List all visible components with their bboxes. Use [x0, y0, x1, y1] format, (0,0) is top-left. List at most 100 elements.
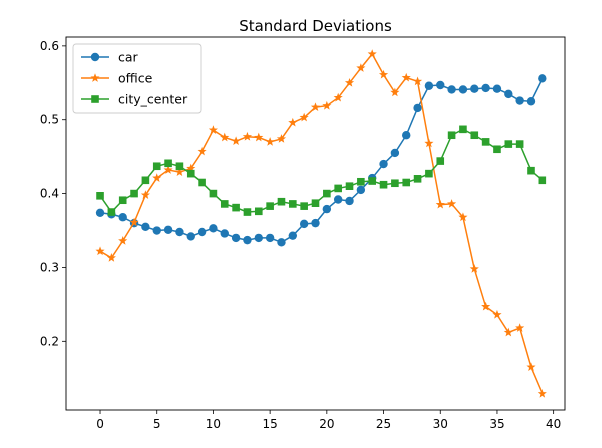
data-point-car [243, 235, 252, 245]
data-point-office [413, 76, 423, 86]
data-point-office [390, 87, 400, 97]
series-layer [95, 49, 547, 398]
data-point-car [186, 232, 195, 241]
y-tick-label: 0.5 [40, 113, 59, 127]
data-point-office [299, 112, 309, 122]
data-point-city-center [413, 175, 422, 183]
legend-marker-car [90, 52, 100, 62]
data-point-car [436, 80, 445, 90]
data-point-car [322, 204, 332, 214]
data-point-office [220, 132, 230, 142]
data-point-city-center [96, 192, 104, 200]
data-point-office [503, 327, 513, 337]
data-point-city-center [447, 131, 456, 140]
data-point-office [367, 49, 377, 58]
x-tick-label: 5 [153, 417, 161, 431]
data-point-car [481, 83, 490, 93]
data-point-city-center [107, 208, 116, 216]
x-tick-label: 20 [319, 417, 334, 431]
data-point-city-center [175, 162, 184, 171]
data-point-office [401, 72, 411, 82]
data-point-office [515, 323, 525, 332]
data-point-car [277, 238, 286, 247]
data-point-office [106, 253, 116, 262]
data-point-city-center [232, 203, 240, 212]
data-point-office [356, 63, 366, 72]
series-line-car [99, 78, 543, 244]
data-point-office [140, 190, 150, 199]
data-point-car [209, 224, 218, 233]
legend-label-office: office [118, 71, 153, 86]
data-point-city-center [164, 159, 172, 168]
data-point-car [311, 218, 320, 228]
data-point-car [402, 131, 411, 140]
chart-title: Standard Deviations [239, 17, 392, 35]
x-axis: 0 5 10 15 20 25 30 35 40 [96, 410, 561, 431]
data-point-office [333, 92, 343, 102]
data-point-car [288, 231, 298, 240]
x-tick-label: 40 [546, 417, 561, 431]
y-tick-label: 0.6 [40, 39, 59, 53]
data-point-car [526, 97, 536, 106]
data-point-car [231, 233, 241, 243]
data-point-car [333, 195, 343, 204]
data-point-car [390, 148, 400, 158]
data-point-city-center [436, 157, 445, 165]
data-point-car [424, 81, 434, 90]
data-point-car [118, 213, 127, 222]
x-tick-label: 25 [376, 417, 391, 431]
data-point-office [231, 136, 241, 146]
data-point-office [174, 167, 184, 177]
y-axis: 0.2 0.3 0.4 0.5 0.6 [40, 39, 66, 348]
data-point-office [378, 69, 389, 79]
data-point-office [242, 131, 253, 141]
data-point-city-center [368, 177, 377, 185]
series-line-city-center [99, 128, 543, 213]
data-point-city-center [402, 178, 411, 187]
data-point-office [288, 117, 298, 127]
data-point-office [129, 217, 139, 227]
data-point-city-center [289, 200, 297, 208]
data-point-car [175, 227, 184, 237]
data-point-car [492, 84, 502, 93]
data-point-city-center [334, 184, 342, 193]
data-point-office [435, 199, 445, 209]
data-point-city-center [186, 169, 195, 178]
plot-frame [65, 36, 566, 411]
data-point-office [310, 102, 321, 112]
data-point-city-center [254, 207, 263, 216]
data-point-city-center [538, 176, 547, 185]
data-point-office [208, 125, 218, 134]
data-point-city-center [220, 200, 229, 208]
data-point-city-center [527, 166, 535, 175]
data-point-city-center [493, 145, 501, 154]
data-point-car [538, 74, 547, 83]
data-point-car [254, 233, 263, 243]
data-point-city-center [481, 138, 490, 146]
data-point-city-center [300, 202, 308, 210]
y-tick-label: 0.2 [40, 334, 59, 348]
data-point-city-center [266, 202, 274, 210]
data-point-car [458, 85, 468, 94]
data-point-office [118, 236, 128, 245]
data-point-car [379, 159, 388, 169]
x-tick-label: 10 [206, 417, 221, 431]
data-point-car [447, 85, 456, 94]
data-point-office [197, 146, 207, 156]
data-point-office [186, 163, 196, 173]
data-point-car [504, 89, 513, 99]
data-point-car [197, 227, 207, 237]
data-point-city-center [345, 182, 354, 190]
data-point-office [492, 309, 502, 319]
data-point-city-center [470, 131, 479, 140]
data-point-city-center [515, 140, 524, 148]
data-point-car [141, 222, 150, 232]
data-point-city-center [243, 208, 252, 216]
series-city-center [96, 125, 547, 216]
data-point-office [469, 264, 479, 273]
data-point-office [265, 137, 275, 146]
data-point-city-center [209, 189, 218, 198]
data-point-office [276, 134, 287, 143]
data-point-city-center [379, 180, 388, 189]
